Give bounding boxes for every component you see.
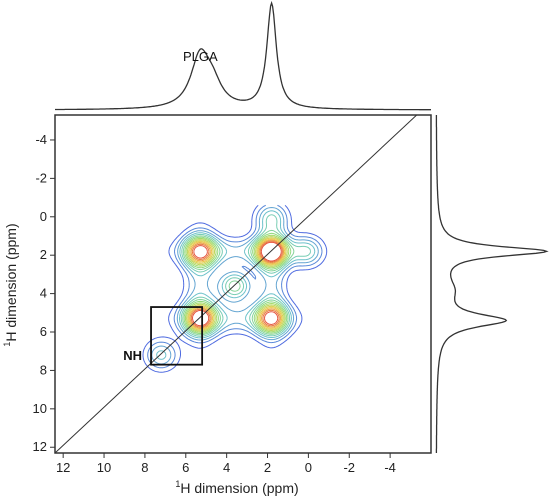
y-axis-title-text: H dimension (ppm): [3, 223, 19, 341]
y-tick-label: 6: [40, 324, 47, 339]
x-axis-title-text: H dimension (ppm): [180, 480, 298, 496]
contour-level: [189, 239, 284, 329]
nh-region-box: [150, 306, 204, 366]
contour-level: [142, 204, 328, 373]
x-tick-label: 4: [223, 460, 230, 475]
plga-peak-label: PLGA: [183, 49, 218, 64]
right-projection-trace: [435, 115, 549, 453]
contour-level: [156, 210, 316, 360]
y-tick-label: -4: [35, 132, 47, 147]
y-tick-label: 10: [33, 401, 47, 416]
x-tick-label: 10: [97, 460, 111, 475]
x-tick-label: 0: [305, 460, 312, 475]
y-tick-label: -2: [35, 170, 47, 185]
y-tick-label: 0: [40, 209, 47, 224]
x-axis-title: 1H dimension (ppm): [175, 479, 298, 496]
top-projection: PLGA: [55, 0, 431, 111]
contour-plot: [142, 204, 328, 373]
diagonal-line: [54, 114, 418, 454]
right-projection: [435, 115, 549, 453]
nh-label: NH: [123, 348, 142, 363]
contour-level: [184, 234, 290, 333]
y-axis-title-sup: 1: [2, 342, 12, 347]
contour-level: [180, 214, 312, 337]
y-tick-label: 12: [33, 439, 47, 454]
x-tick-label: 8: [141, 460, 148, 475]
x-tick-label: 6: [182, 460, 189, 475]
y-axis-title: 1H dimension (ppm): [2, 223, 19, 346]
x-tick-label: -2: [343, 460, 355, 475]
plot-frame: [54, 114, 432, 454]
contour-level: [182, 229, 295, 336]
y-axis-ticks: -4 -2 0 2 4 6 8 10 12: [33, 132, 55, 454]
contour-level: [190, 240, 283, 328]
contour-level: [147, 204, 323, 369]
contour-level: [186, 236, 288, 332]
x-axis-ticks: 12 10 8 6 4 2 0 -2 -4: [56, 453, 396, 475]
y-tick-label: 8: [40, 362, 47, 377]
y-tick-label: 2: [40, 247, 47, 262]
x-tick-label: -4: [384, 460, 396, 475]
x-tick-label: 12: [56, 460, 70, 475]
contour-level: [187, 237, 287, 331]
x-tick-label: 2: [264, 460, 271, 475]
y-tick-label: 4: [40, 286, 47, 301]
contour-level: [188, 238, 286, 330]
contour-level: [151, 207, 319, 365]
contour-level: [192, 241, 282, 327]
top-projection-trace: [55, 0, 431, 111]
x-axis-title-sup: 1: [175, 479, 180, 489]
contour-level: [183, 232, 292, 334]
